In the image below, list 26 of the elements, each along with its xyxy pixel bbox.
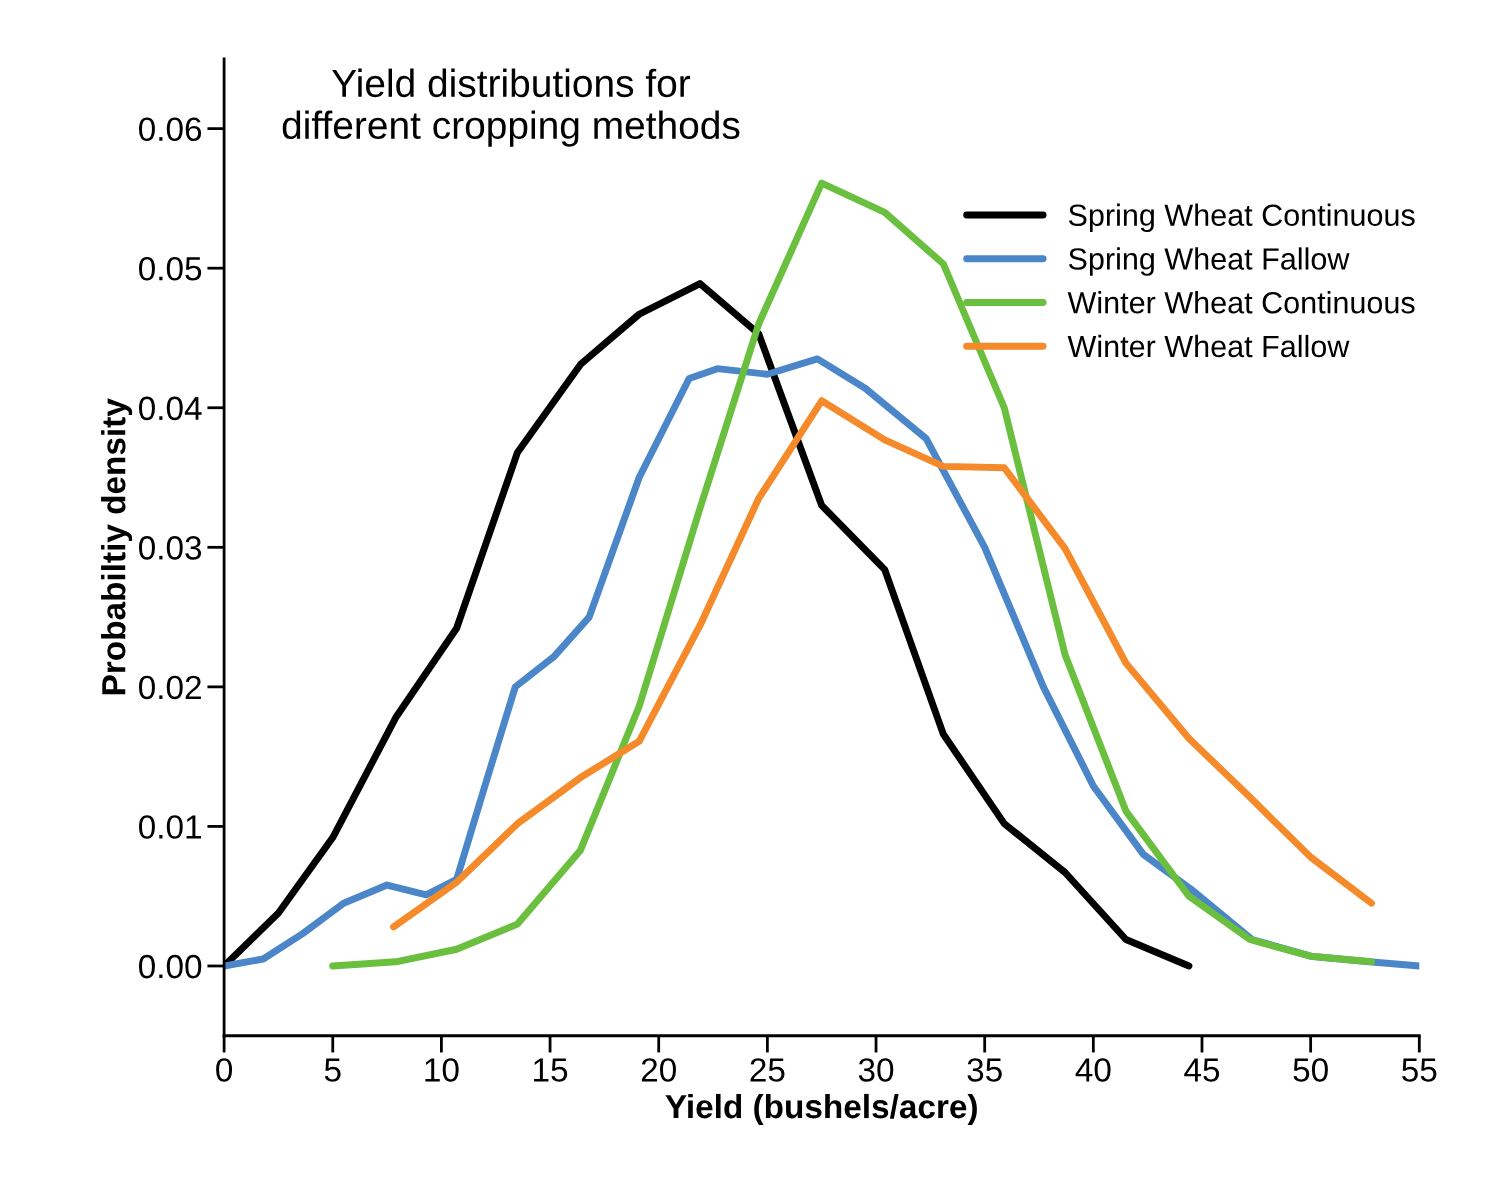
x-tick-label: 5 [324,1058,341,1082]
legend-label: Spring Wheat Continuous [1068,203,1415,233]
x-tick-label: 30 [858,1058,894,1082]
y-tick-label: 0.01 [139,815,201,839]
x-tick-label: 20 [641,1058,676,1082]
legend-label: Winter Wheat Fallow [1067,334,1350,358]
y-tick-label: 0.06 [139,117,202,142]
x-tick-label: 0 [216,1058,233,1082]
y-tick-label: 0.05 [139,256,202,281]
y-axis-title: Probabiltiy density [101,398,133,695]
x-tick-label: 10 [425,1058,459,1082]
x-tick-label: 55 [1402,1058,1437,1082]
x-tick-label: 40 [1075,1058,1111,1082]
x-tick-label: 35 [967,1058,1002,1082]
x-axis-title: Yield (bushels/acre) [665,1093,977,1125]
x-tick-label: 45 [1184,1058,1220,1082]
x-tick-label: 15 [534,1058,568,1082]
y-tick-label: 0.02 [139,675,201,700]
x-tick-label: 25 [750,1058,785,1082]
y-tick-label: 0.00 [139,954,202,979]
legend-label: Winter Wheat Continuous [1067,291,1415,314]
text: Yield distributions for different cropping methods [282,68,740,147]
x-tick-label: 50 [1293,1058,1328,1082]
y-tick-label: 0.03 [139,536,202,560]
y-tick-label: 0.04 [139,396,202,421]
legend-label: Spring Wheat Fallow [1068,247,1350,276]
